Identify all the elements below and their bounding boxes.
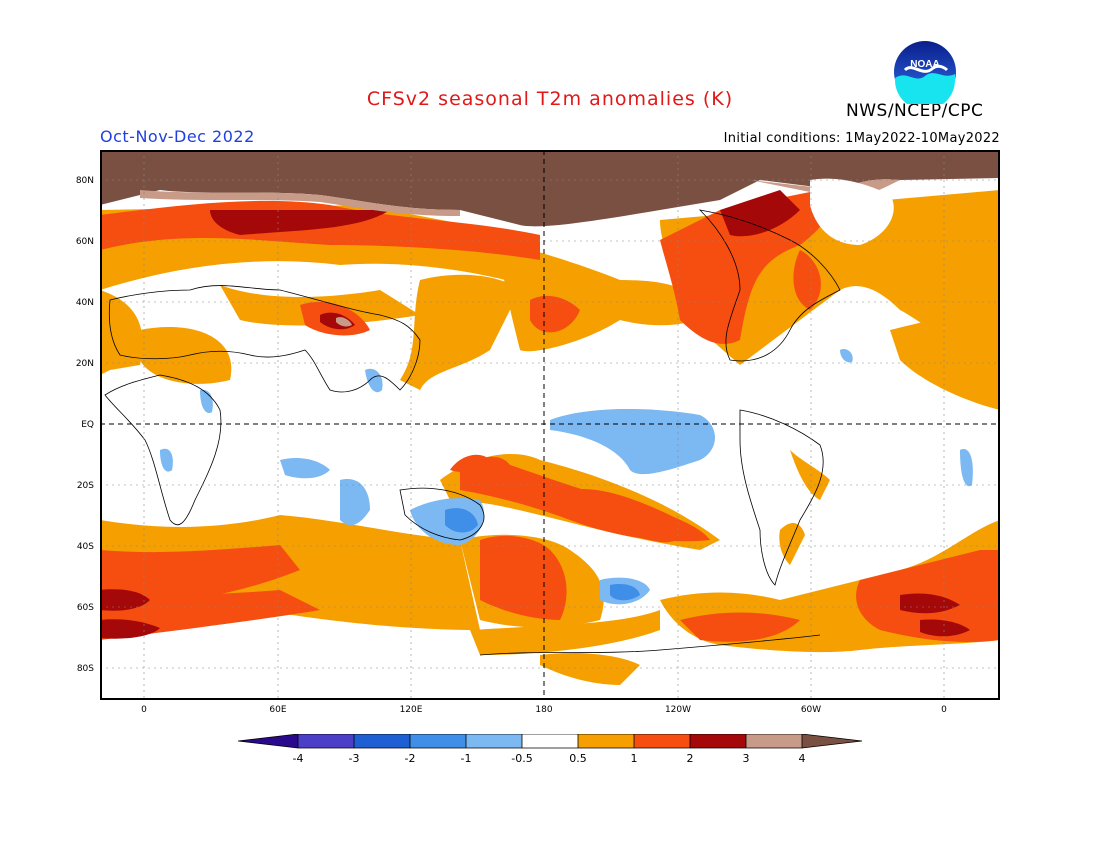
agency-label: NWS/NCEP/CPC xyxy=(846,101,984,121)
noaa-logo: NOAA xyxy=(894,41,956,104)
colorbar-swatch-2-3 xyxy=(690,734,746,748)
colorbar-label-minus05: -0.5 xyxy=(511,752,533,765)
map-border xyxy=(100,150,1000,700)
lat-label-20s: 20S xyxy=(76,481,94,491)
lat-label-80s: 80S xyxy=(76,664,94,674)
lon-label-60e: 60E xyxy=(269,705,287,715)
colorbar-swatch-minus2-minus1 xyxy=(410,734,466,748)
lon-label-180: 180 xyxy=(535,705,553,715)
colorbar xyxy=(238,734,863,749)
colorbar-label-minus1: -1 xyxy=(460,752,472,765)
lat-label-80n: 80N xyxy=(75,176,94,186)
colorbar-swatch-05-1 xyxy=(578,734,634,748)
colorbar-swatch-gt-4 xyxy=(802,734,862,748)
lon-label-60w: 60W xyxy=(800,705,822,715)
colorbar-label-minus3: -3 xyxy=(348,752,360,765)
graticule xyxy=(100,150,1000,700)
colorbar-label-4: 4 xyxy=(798,752,806,765)
anomaly-shading xyxy=(100,150,1000,685)
equator-dateline xyxy=(100,150,1000,700)
anomaly-map xyxy=(100,150,1000,700)
colorbar-swatch-1-2 xyxy=(634,734,690,748)
colorbar-label-1: 1 xyxy=(630,752,638,765)
lon-label-0-east: 0 xyxy=(941,705,947,715)
colorbar-swatch-lt-minus4 xyxy=(238,734,298,748)
colorbar-swatch-3-4 xyxy=(746,734,802,748)
colorbar-label-minus2: -2 xyxy=(404,752,416,765)
colorbar-outline xyxy=(238,734,863,749)
lat-label-40s: 40S xyxy=(76,542,94,552)
colorbar-swatch-minus3-minus2 xyxy=(354,734,410,748)
lon-label-120e: 120E xyxy=(399,705,423,715)
coastlines xyxy=(104,209,841,656)
colorbar-label-2: 2 xyxy=(686,752,694,765)
colorbar-label-minus4: -4 xyxy=(292,752,304,765)
lat-label-eq: EQ xyxy=(81,420,94,430)
map-title: CFSv2 seasonal T2m anomalies (K) xyxy=(366,88,734,110)
colorbar-swatch-minus1-minus05 xyxy=(466,734,522,748)
colorbar-label-05: 0.5 xyxy=(569,752,587,765)
initial-conditions-label: Initial conditions: 1May2022-10May2022 xyxy=(723,131,1000,146)
lon-label-0: 0 xyxy=(141,705,147,715)
lon-label-120w: 120W xyxy=(664,705,692,715)
season-label: Oct-Nov-Dec 2022 xyxy=(100,127,255,146)
lat-label-60n: 60N xyxy=(75,237,94,247)
lat-label-20n: 20N xyxy=(75,359,94,369)
colorbar-swatch-minus4-minus3 xyxy=(298,734,354,748)
colorbar-swatch-neutral xyxy=(522,734,578,748)
lat-label-60s: 60S xyxy=(76,603,94,613)
lat-label-40n: 40N xyxy=(75,298,94,308)
colorbar-label-3: 3 xyxy=(742,752,750,765)
logo-text: NOAA xyxy=(910,59,939,70)
